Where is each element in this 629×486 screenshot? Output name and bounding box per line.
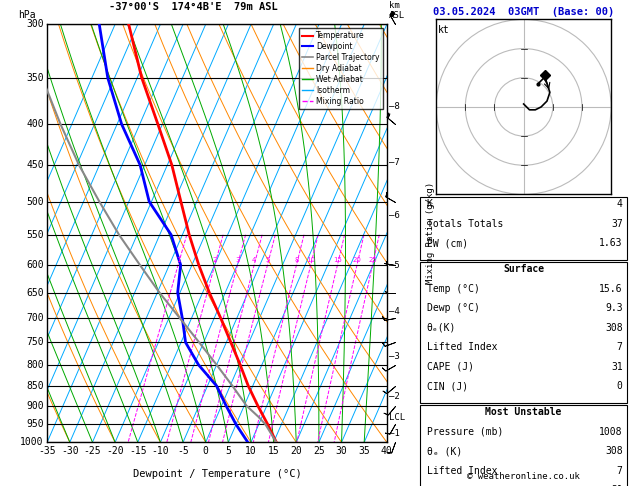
Text: 9.3: 9.3 [605, 303, 623, 313]
Bar [420, 262, 627, 403]
Text: 37: 37 [611, 219, 623, 229]
Text: Dewp (°C): Dewp (°C) [426, 303, 479, 313]
Text: 550: 550 [26, 230, 44, 240]
Text: Mixing Ratio (g/kg): Mixing Ratio (g/kg) [426, 182, 435, 284]
Text: -5: -5 [177, 447, 189, 456]
Text: 5: 5 [225, 447, 231, 456]
Text: 500: 500 [26, 197, 44, 207]
Text: Totals Totals: Totals Totals [426, 219, 503, 229]
Text: Most Unstable: Most Unstable [486, 407, 562, 417]
Text: 450: 450 [26, 160, 44, 170]
Text: 4: 4 [252, 257, 257, 263]
Text: Lifted Index: Lifted Index [426, 342, 497, 352]
Text: —1: —1 [389, 429, 399, 438]
Text: 35: 35 [359, 447, 370, 456]
Text: 700: 700 [26, 313, 44, 324]
Text: 40: 40 [381, 447, 392, 456]
Text: 308: 308 [605, 323, 623, 333]
Text: 20: 20 [291, 447, 302, 456]
Text: 2: 2 [213, 257, 217, 263]
Text: 900: 900 [26, 400, 44, 411]
Text: —2: —2 [389, 392, 399, 401]
Text: 31: 31 [611, 485, 623, 486]
Text: θₑ (K): θₑ (K) [426, 446, 462, 456]
Text: 650: 650 [26, 288, 44, 298]
Text: —3: —3 [389, 351, 399, 361]
Text: -15: -15 [129, 447, 147, 456]
Text: -30: -30 [61, 447, 79, 456]
Text: 5: 5 [265, 257, 270, 263]
Text: 10: 10 [306, 257, 315, 263]
Text: 1: 1 [176, 257, 181, 263]
Text: 4: 4 [617, 199, 623, 209]
Bar [420, 405, 627, 486]
Text: 308: 308 [605, 446, 623, 456]
Text: Pressure (mb): Pressure (mb) [426, 427, 503, 437]
Text: 350: 350 [26, 73, 44, 83]
Legend: Temperature, Dewpoint, Parcel Trajectory, Dry Adiabat, Wet Adiabat, Isotherm, Mi: Temperature, Dewpoint, Parcel Trajectory… [299, 28, 383, 109]
Text: -35: -35 [38, 447, 56, 456]
Text: PW (cm): PW (cm) [426, 238, 468, 248]
Text: 20: 20 [353, 257, 362, 263]
Text: 1008: 1008 [599, 427, 623, 437]
Text: -20: -20 [106, 447, 124, 456]
Text: Dewpoint / Temperature (°C): Dewpoint / Temperature (°C) [133, 469, 301, 479]
Text: 7: 7 [617, 342, 623, 352]
Text: —6: —6 [389, 211, 399, 220]
Text: CAPE (J): CAPE (J) [426, 362, 474, 372]
Text: 7: 7 [617, 466, 623, 476]
Text: —7: —7 [389, 158, 399, 167]
Text: 850: 850 [26, 381, 44, 391]
Text: —4: —4 [389, 308, 399, 316]
Text: K: K [426, 199, 433, 209]
Text: —8: —8 [389, 102, 399, 111]
Text: 950: 950 [26, 419, 44, 430]
Text: LCL: LCL [389, 413, 404, 421]
Text: -10: -10 [152, 447, 169, 456]
Text: kt: kt [438, 25, 450, 35]
Text: 03.05.2024  03GMT  (Base: 00): 03.05.2024 03GMT (Base: 00) [433, 7, 615, 17]
Text: 300: 300 [26, 19, 44, 29]
Text: 400: 400 [26, 119, 44, 129]
Text: Lifted Index: Lifted Index [426, 466, 497, 476]
Text: 0: 0 [203, 447, 209, 456]
Text: 15: 15 [333, 257, 342, 263]
Text: CAPE (J): CAPE (J) [426, 485, 474, 486]
Text: 1000: 1000 [20, 437, 44, 447]
Text: 25: 25 [368, 257, 377, 263]
Text: 30: 30 [336, 447, 347, 456]
Text: 8: 8 [294, 257, 299, 263]
Text: 0: 0 [617, 381, 623, 391]
Text: 750: 750 [26, 337, 44, 347]
Text: Surface: Surface [503, 264, 544, 275]
Text: —5: —5 [389, 261, 399, 270]
Text: km
ASL: km ASL [389, 1, 404, 20]
Text: 31: 31 [611, 362, 623, 372]
Text: θₑ(K): θₑ(K) [426, 323, 456, 333]
Text: 25: 25 [313, 447, 325, 456]
Text: -25: -25 [84, 447, 101, 456]
Text: 15: 15 [268, 447, 279, 456]
Text: -37°00'S  174°4B'E  79m ASL: -37°00'S 174°4B'E 79m ASL [109, 2, 277, 12]
Text: 800: 800 [26, 360, 44, 370]
Text: © weatheronline.co.uk: © weatheronline.co.uk [467, 472, 580, 481]
Text: CIN (J): CIN (J) [426, 381, 468, 391]
Text: Temp (°C): Temp (°C) [426, 284, 479, 294]
Text: 10: 10 [245, 447, 257, 456]
Text: 1.63: 1.63 [599, 238, 623, 248]
Bar [420, 197, 627, 260]
Text: 3: 3 [235, 257, 240, 263]
Text: hPa: hPa [18, 10, 36, 20]
Text: 15.6: 15.6 [599, 284, 623, 294]
Text: 600: 600 [26, 260, 44, 270]
